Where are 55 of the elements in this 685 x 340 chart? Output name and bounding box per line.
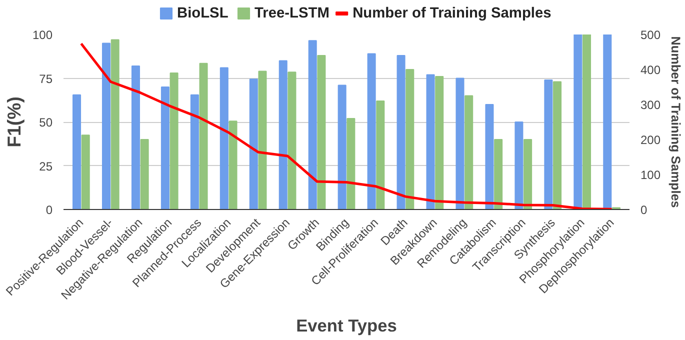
bar [308,40,317,210]
y-tick-label: 0 [46,203,53,217]
bar [426,74,435,210]
legend-label: Number of Training Samples [352,6,552,22]
bar [574,34,582,210]
bar [249,78,258,210]
bar [396,55,406,210]
bar [278,60,288,210]
bar [338,84,346,210]
bar [603,34,612,210]
bar [190,94,199,210]
bar [485,104,494,210]
bar [72,94,82,210]
bar [582,34,592,210]
y2-tick-label: 500 [640,28,661,42]
bar [406,69,414,210]
bar [140,139,149,210]
bar [228,120,238,210]
line-series [80,42,614,210]
bar [435,76,444,210]
bar [170,72,178,210]
bar [544,80,553,210]
bar [317,55,326,210]
y2-tick-label: 400 [640,63,661,77]
legend-label: BioLSL [176,6,228,22]
bar [376,100,385,210]
bar [199,62,208,210]
bar [464,95,474,210]
y2-tick-label: 100 [640,168,661,182]
y-tick-label: 25 [39,159,53,174]
x-axis-title: Event Types [296,315,397,336]
bar [160,86,170,210]
bar [494,139,503,210]
bar [258,70,267,210]
y-axis-title: F1(%) [3,96,24,148]
bar [553,81,562,210]
y2-tick-label: 300 [640,98,661,112]
bar [220,67,228,210]
y-tick-label: 50 [39,116,53,130]
bar [346,118,356,210]
bar [524,139,532,210]
y2-tick-label: 200 [640,133,661,147]
bar [367,53,376,210]
bar [456,78,464,210]
y2-axis-title: Number of Training Samples [668,36,683,208]
bar [131,66,140,210]
y-tick-label: 100 [32,28,53,42]
legend-label: Tree-LSTM [254,6,330,22]
y2-tick-label: 0 [640,203,648,217]
bar [288,72,296,210]
bar [81,134,90,210]
bar [102,42,111,210]
bar [110,39,120,210]
bar [514,122,524,210]
y-tick-label: 75 [39,72,53,86]
